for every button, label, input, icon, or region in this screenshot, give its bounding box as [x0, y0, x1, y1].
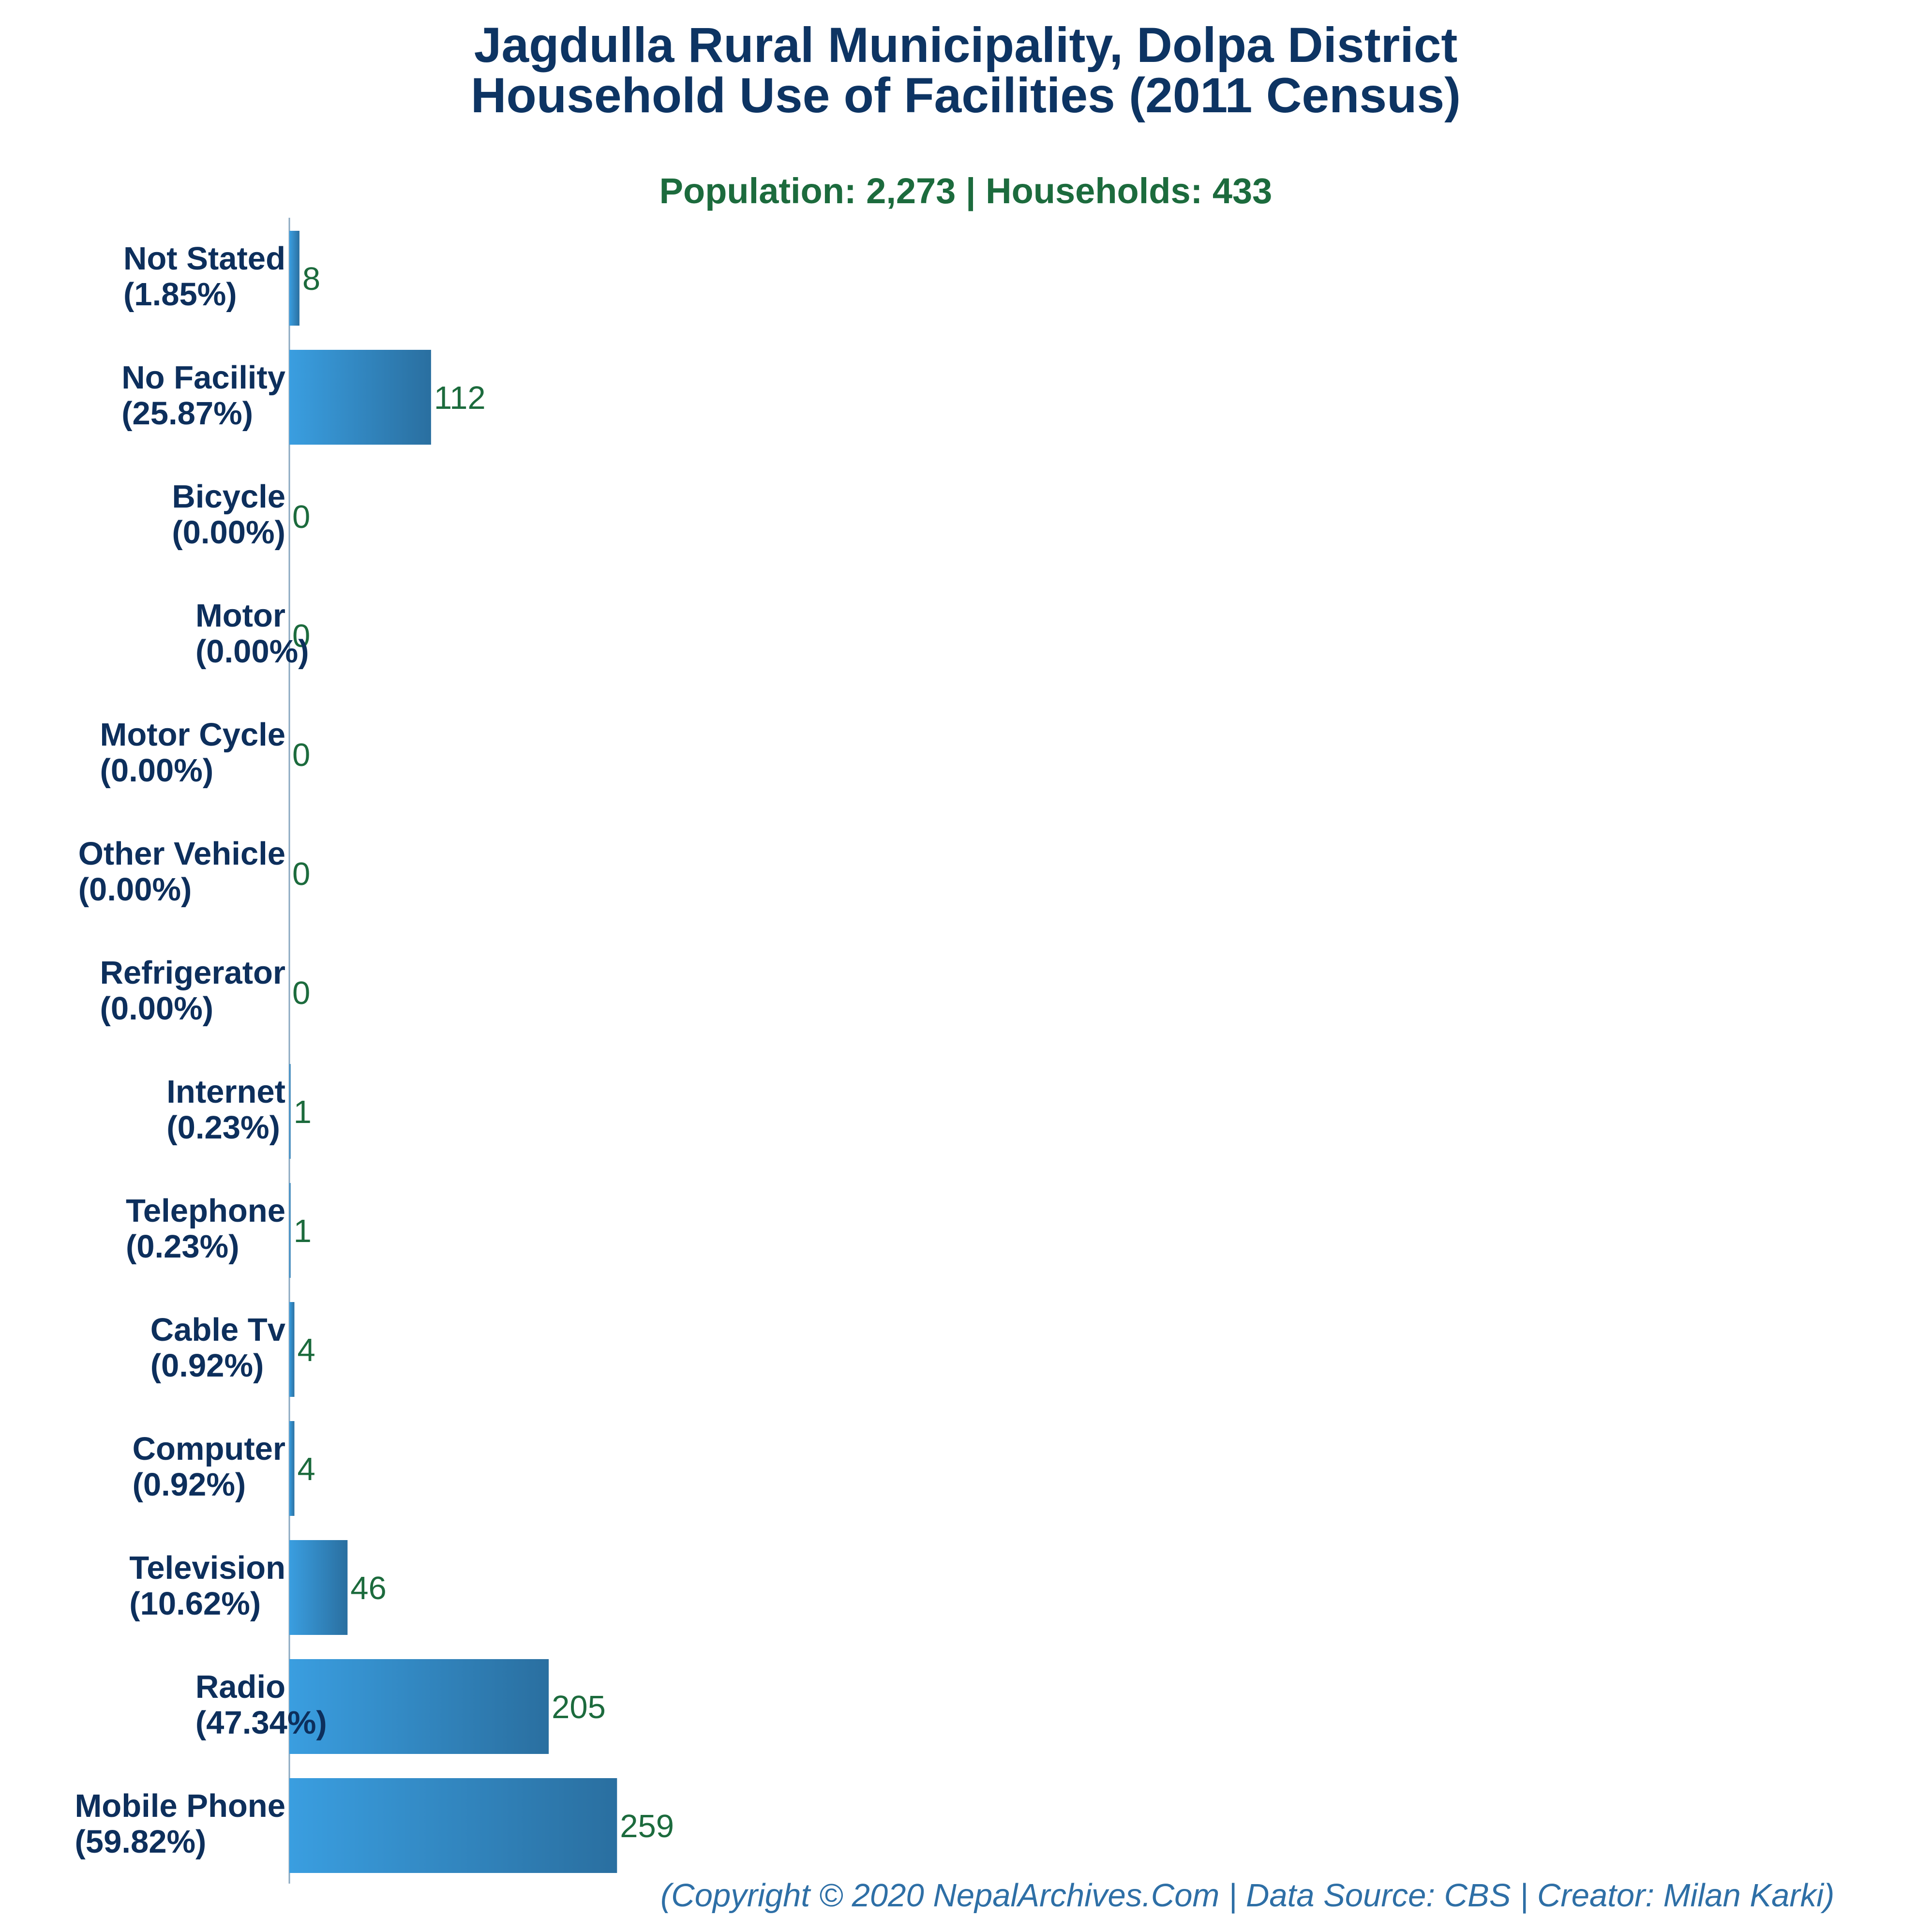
- category-label-13: Mobile Phone: [75, 1788, 286, 1824]
- bar-value-label-13: 259: [620, 1808, 674, 1844]
- bar-0: [289, 231, 300, 326]
- bar-13: [289, 1778, 617, 1873]
- category-percent-label-11: (10.62%): [129, 1586, 261, 1622]
- bar-value-label-7: 1: [294, 1094, 312, 1130]
- bar-value-label-12: 205: [552, 1689, 606, 1725]
- category-label-3: Motor: [195, 598, 285, 634]
- chart-title-line-1: Jagdulla Rural Municipality, Dolpa Distr…: [474, 17, 1458, 73]
- bar-value-label-8: 1: [294, 1213, 312, 1249]
- bar-value-label-1: 112: [434, 380, 486, 416]
- category-percent-label-3: (0.00%): [195, 633, 309, 670]
- category-percent-label-5: (0.00%): [78, 871, 192, 908]
- category-label-8: Telephone: [126, 1193, 285, 1229]
- category-percent-label-6: (0.00%): [100, 990, 214, 1027]
- category-percent-label-7: (0.23%): [166, 1109, 280, 1146]
- category-label-2: Bicycle: [172, 479, 285, 515]
- bars-layer: [289, 231, 617, 1873]
- bar-9: [289, 1302, 295, 1397]
- bar-value-label-3: 0: [292, 618, 310, 654]
- category-percent-label-8: (0.23%): [126, 1228, 240, 1265]
- category-percent-label-1: (25.87%): [121, 395, 253, 432]
- category-percent-label-13: (59.82%): [75, 1824, 207, 1860]
- category-label-7: Internet: [166, 1074, 285, 1110]
- chart-subtitle: Population: 2,273 | Households: 433: [659, 171, 1273, 211]
- bar-1: [289, 350, 431, 445]
- footer-credit: (Copyright © 2020 NepalArchives.Com | Da…: [660, 1877, 1834, 1914]
- bar-value-label-0: 8: [302, 261, 320, 297]
- category-label-11: Television: [129, 1550, 285, 1586]
- category-percent-label-10: (0.92%): [133, 1467, 246, 1503]
- bar-value-label-9: 4: [297, 1332, 315, 1368]
- bar-11: [289, 1540, 348, 1635]
- category-percent-label-12: (47.34%): [195, 1705, 327, 1741]
- category-percent-label-4: (0.00%): [100, 752, 214, 789]
- bar-8: [289, 1183, 291, 1278]
- category-label-0: Not Stated: [123, 240, 285, 277]
- category-percent-label-9: (0.92%): [150, 1348, 264, 1384]
- category-label-1: No Facility: [121, 359, 285, 396]
- bar-value-label-11: 46: [350, 1570, 387, 1606]
- category-label-9: Cable Tv: [150, 1312, 285, 1348]
- bar-12: [289, 1659, 549, 1754]
- bar-10: [289, 1421, 295, 1516]
- category-labels-layer: Not Stated(1.85%) No Facility(25.87%) Bicy…: [75, 240, 327, 1860]
- category-label-12: Radio: [195, 1669, 285, 1705]
- bar-value-label-5: 0: [292, 856, 310, 892]
- value-labels-layer: 8 112 0 0 0 0 0 1 1 4 4 46 205 259: [292, 261, 674, 1844]
- category-label-10: Computer: [133, 1431, 285, 1467]
- bar-value-label-6: 0: [292, 975, 310, 1011]
- category-percent-label-0: (1.85%): [123, 276, 237, 313]
- category-percent-label-2: (0.00%): [172, 514, 285, 551]
- bar-value-label-4: 0: [292, 737, 310, 773]
- bar-7: [289, 1064, 291, 1159]
- category-label-4: Motor Cycle: [100, 717, 285, 753]
- category-label-5: Other Vehicle: [78, 836, 285, 872]
- chart-title-line-2: Household Use of Facilities (2011 Census…: [471, 68, 1461, 123]
- bar-value-label-2: 0: [292, 499, 310, 535]
- category-label-6: Refrigerator: [100, 955, 285, 991]
- bar-value-label-10: 4: [297, 1451, 315, 1487]
